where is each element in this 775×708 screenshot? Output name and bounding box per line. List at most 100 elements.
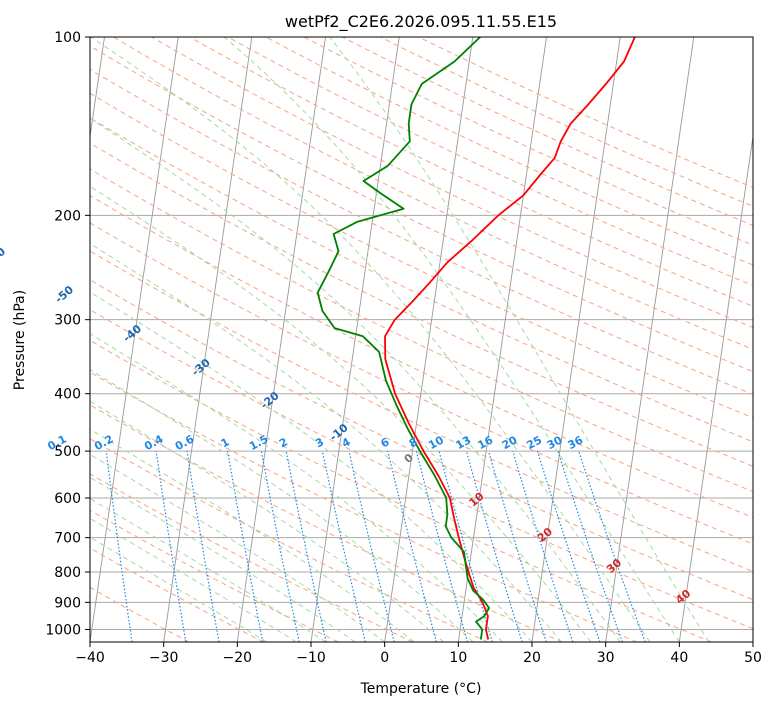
mixing-ratio-line: [348, 450, 395, 642]
dry-adiabat: [90, 371, 638, 642]
dry-adiabat: [303, 37, 753, 246]
mixing-ratio-label: 0.6: [173, 432, 197, 453]
dry-adiabat: [90, 222, 753, 545]
dewpoint-profile: [316, 37, 491, 640]
moist-adiabat: [223, 37, 680, 642]
dry-adiabat: [90, 45, 753, 373]
moist-adiabat: [90, 185, 592, 642]
isotherm-line: [752, 638, 753, 642]
x-tick-label: 30: [597, 650, 615, 666]
isotherm-line: [384, 37, 474, 642]
mixing-ratio-line: [557, 450, 623, 642]
y-tick-label: 900: [54, 595, 81, 611]
x-tick-label: −40: [75, 650, 105, 666]
y-tick-label: 1000: [45, 622, 81, 638]
mixing-ratio-label: 25: [524, 433, 544, 452]
x-tick-label: 0: [380, 650, 389, 666]
dry-adiabat: [90, 339, 712, 642]
mixing-ratio-line: [487, 450, 547, 642]
mixing-ratio-label: 20: [500, 433, 520, 452]
isotherm-line: [605, 37, 695, 642]
dry-adiabat-label: 20: [535, 525, 555, 545]
dry-adiabat: [418, 37, 753, 189]
chart-title: wetPf2_C2E6.2026.095.11.55.E15: [285, 12, 557, 32]
dry-adiabat: [90, 250, 753, 572]
x-tick-label: 50: [744, 650, 762, 666]
y-tick-label: 400: [54, 387, 81, 403]
y-axis-label: Pressure (hPa): [12, 290, 28, 390]
y-tick-label: 200: [54, 208, 81, 224]
isotherm-line: [531, 37, 621, 642]
dry-adiabat: [90, 586, 190, 642]
mixing-ratio-label: 2: [277, 435, 290, 450]
mixing-ratio-line: [260, 450, 300, 642]
dry-adiabat: [90, 142, 753, 467]
isotherm-line: [310, 37, 400, 642]
moist-adiabat: [90, 428, 415, 642]
x-axis-label: Temperature (°C): [360, 681, 482, 697]
dry-adiabat: [90, 168, 753, 493]
y-tick-label: 800: [54, 565, 81, 581]
mixing-ratio-line: [321, 450, 366, 642]
mixing-ratio-line: [285, 450, 327, 642]
y-tick-label: 600: [54, 491, 81, 507]
isotherm-line: [457, 37, 547, 642]
moist-adiabat: [90, 37, 651, 642]
y-tick-label: 700: [54, 531, 81, 547]
mixing-ratio-label: 0.2: [92, 432, 115, 453]
dry-adiabat-label: 0: [402, 451, 416, 466]
chart-series: [316, 37, 636, 640]
moist-adiabat: [90, 242, 562, 642]
y-tick-label: 100: [54, 30, 81, 46]
x-axis: −40 −30 −20 −10 0 10 20 30 40 50: [75, 642, 762, 666]
isotherm-line: [678, 133, 753, 642]
mixing-ratio-label: 3: [313, 435, 326, 450]
dry-adiabat: [90, 195, 753, 518]
isotherm-line: [90, 37, 179, 642]
chart-annotations: 0.10.20.40.611.52346810131620253036-100-…: [0, 245, 694, 607]
mixing-ratio-line: [578, 450, 646, 642]
y-tick-label: 500: [54, 444, 81, 460]
mixing-ratio-line: [465, 450, 523, 642]
moist-adiabat: [90, 453, 385, 642]
dry-adiabat: [189, 37, 753, 307]
dry-adiabat: [90, 309, 753, 630]
isotherm-line: [236, 37, 326, 642]
dry-adiabat: [90, 117, 753, 443]
dry-adiabat: [342, 37, 753, 227]
moist-adiabat: [90, 117, 621, 642]
dry-adiabat: [265, 37, 753, 266]
mixing-ratio-label: 16: [476, 433, 496, 452]
y-axis: 100 200 300 400 500 600 700 800 900 1000: [45, 30, 90, 638]
mixing-ratio-label: 36: [566, 433, 586, 452]
mixing-ratio-line: [186, 451, 220, 642]
dry-adiabat: [380, 37, 753, 207]
x-tick-label: −30: [149, 650, 179, 666]
y-tick-label: 300: [54, 313, 81, 329]
temperature-profile: [384, 37, 636, 640]
mixing-ratio-label: 10: [426, 433, 446, 452]
dry-adiabat: [90, 404, 563, 642]
dry-adiabat-label: 30: [604, 556, 624, 576]
dry-adiabat-label: -40: [121, 322, 145, 345]
moist-adiabat: [90, 497, 326, 642]
x-tick-label: 20: [523, 650, 541, 666]
mixing-ratio-line: [438, 450, 493, 642]
dry-adiabat-label: -20: [258, 389, 282, 412]
x-tick-label: −10: [296, 650, 326, 666]
x-tick-label: 40: [670, 650, 688, 666]
mixing-ratio-label: 6: [379, 435, 392, 450]
chart-grid: [90, 37, 753, 642]
moist-adiabat: [90, 332, 503, 642]
dry-adiabat: [90, 438, 488, 642]
dry-adiabat-label: -30: [189, 356, 213, 379]
mixing-ratio-line: [227, 450, 264, 642]
mixing-ratio-line: [415, 450, 469, 642]
mixing-ratio-label: 1.5: [247, 432, 270, 453]
moist-adiabat: [90, 369, 474, 642]
moist-adiabat: [329, 37, 710, 642]
mixing-ratio-label: 13: [454, 433, 474, 452]
x-tick-label: −20: [223, 650, 253, 666]
isotherm-line: [163, 37, 253, 642]
